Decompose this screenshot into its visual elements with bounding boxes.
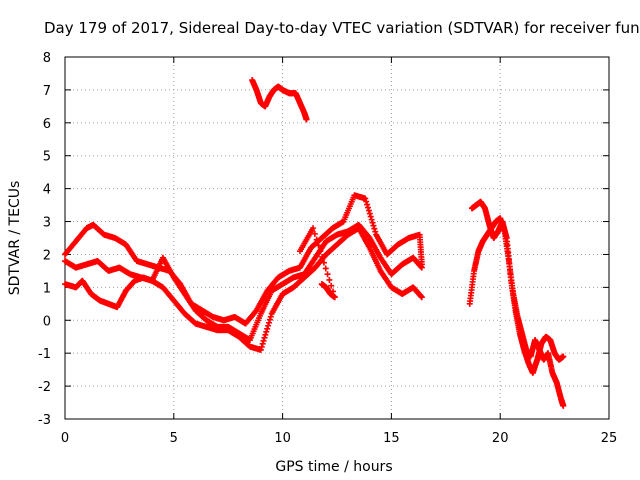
data-point <box>265 322 272 329</box>
y-tick-label: 4 <box>43 183 51 198</box>
x-tick-label: 5 <box>170 431 178 446</box>
data-point <box>560 402 567 409</box>
data-point <box>328 282 335 289</box>
y-tick-label: 7 <box>43 84 51 99</box>
data-point <box>371 225 378 232</box>
data-point <box>418 264 425 271</box>
y-tick-label: 1 <box>43 281 51 296</box>
data-point <box>311 230 318 237</box>
y-tick-label: -1 <box>38 347 51 362</box>
data-point <box>259 340 266 347</box>
x-tick-label: 25 <box>601 431 618 446</box>
y-tick-label: 2 <box>43 248 51 263</box>
chart-title: Day 179 of 2017, Sidereal Day-to-day VTE… <box>44 19 640 37</box>
data-point <box>365 204 372 211</box>
data-point <box>372 228 379 235</box>
data-point <box>320 259 327 266</box>
data-point <box>330 288 337 295</box>
data-point <box>317 248 324 255</box>
axis-ticks: 0 5 10 15 20 25 -3 -2 -1 0 1 2 3 4 5 6 7 8 <box>38 51 617 446</box>
x-tick-label: 20 <box>492 431 509 446</box>
data-point <box>266 316 273 323</box>
data-point <box>313 236 320 243</box>
data-point <box>267 313 274 320</box>
data-point <box>362 195 369 202</box>
data-point <box>315 242 322 249</box>
y-tick-label: 5 <box>43 150 51 165</box>
data-point <box>303 116 310 123</box>
data-point <box>257 346 264 353</box>
y-tick-label: 6 <box>43 117 51 132</box>
x-tick-label: 15 <box>383 431 400 446</box>
y-tick-label: 8 <box>43 51 51 66</box>
x-axis-label: GPS time / hours <box>275 459 392 475</box>
y-tick-label: -2 <box>38 380 51 395</box>
data-point <box>264 325 271 332</box>
data-point <box>319 253 326 260</box>
x-tick-label: 10 <box>274 431 291 446</box>
data-point <box>258 343 265 350</box>
y-tick-label: 3 <box>43 216 51 231</box>
y-tick-label: 0 <box>43 314 51 329</box>
data-point <box>261 334 268 341</box>
y-axis-label: SDTVAR / TECUs <box>7 181 23 296</box>
data-point <box>322 265 329 272</box>
data-point <box>560 353 567 360</box>
data-point <box>266 319 272 326</box>
data-point <box>369 219 376 226</box>
data-point <box>365 207 372 214</box>
data-point <box>367 213 374 220</box>
data-point <box>368 216 375 223</box>
data-point <box>324 271 331 278</box>
data-point <box>418 294 425 301</box>
data-point <box>363 198 370 205</box>
data-point <box>370 222 377 229</box>
data-point <box>263 328 270 335</box>
data-point <box>331 294 338 301</box>
data-point <box>262 331 269 338</box>
y-tick-label: -3 <box>38 413 51 428</box>
plot-frame <box>64 56 610 420</box>
data-points <box>62 77 567 409</box>
data-point <box>366 210 373 217</box>
data-point <box>297 248 304 255</box>
data-point <box>260 337 267 344</box>
data-point <box>326 276 333 283</box>
x-tick-label: 0 <box>61 431 69 446</box>
data-point <box>364 201 371 208</box>
grid-lines <box>65 57 609 419</box>
